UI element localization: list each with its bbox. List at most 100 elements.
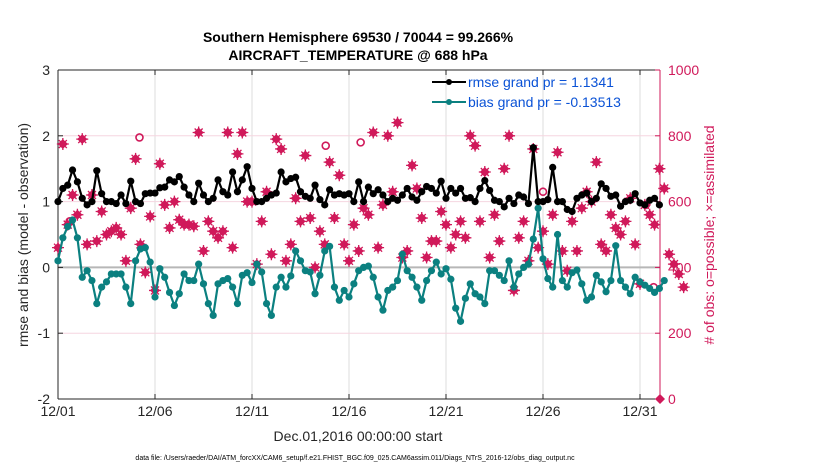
obs-assimilated-marker: [459, 231, 472, 244]
rmse-point: [88, 198, 96, 206]
bias-point: [102, 278, 111, 286]
bias-point: [500, 276, 508, 285]
obs-assimilated-marker: [270, 133, 283, 146]
obs-assimilated-marker: [483, 251, 496, 264]
obs-assimilated-marker: [677, 281, 690, 294]
obs-assimilated-marker: [600, 244, 613, 257]
obs-assimilated-marker: [464, 129, 477, 142]
rmse-point: [151, 189, 159, 197]
obs-possible-marker: [321, 141, 331, 150]
bias-point: [621, 283, 630, 291]
bias-point: [132, 257, 140, 265]
obs-assimilated-marker: [187, 220, 200, 233]
rmse-point: [442, 194, 450, 202]
bias-point: [660, 276, 668, 285]
obs-assimilated-marker: [139, 266, 152, 279]
bias-point: [287, 272, 295, 280]
bias-point: [326, 242, 334, 250]
x-tick-label: 12/06: [137, 403, 172, 419]
bias-point: [156, 265, 164, 273]
rmse-point: [568, 207, 576, 216]
obs-assimilated-marker: [144, 210, 157, 223]
rmse-point: [369, 190, 377, 198]
chart-title: Southern Hemisphere 69530 / 70044 = 99.2…: [203, 29, 514, 45]
bias-point: [612, 242, 620, 250]
bias-point: [447, 275, 455, 283]
bias-point: [592, 271, 600, 279]
obs-assimilated-marker: [604, 208, 617, 221]
obs-assimilated-marker: [663, 248, 676, 261]
obs-assimilated-marker: [420, 251, 433, 264]
rmse-point: [510, 199, 518, 208]
rmse-point: [127, 177, 135, 185]
obs-assimilated-marker: [207, 225, 220, 238]
rmse-point: [112, 199, 120, 208]
obs-assimilated-marker: [192, 126, 205, 139]
obs-assimilated-marker: [212, 231, 225, 244]
obs-assimilated-marker: [493, 235, 506, 248]
obs-assimilated-marker: [333, 169, 346, 182]
bias-point: [374, 293, 382, 301]
obs-assimilated-marker: [275, 142, 288, 155]
rmse-point: [437, 177, 445, 185]
rmse-point: [359, 198, 368, 206]
rmse-point: [195, 179, 203, 187]
bias-point: [617, 276, 625, 285]
rmse-point: [447, 184, 455, 193]
rmse-point: [277, 168, 285, 176]
y-right-tick-label: 600: [668, 194, 692, 210]
y-right-tick-label: 1000: [668, 62, 699, 78]
obs-assimilated-marker: [289, 192, 302, 205]
obs-assimilated-marker: [655, 394, 665, 404]
rmse-point: [592, 194, 600, 202]
bias-point: [481, 299, 489, 308]
grid: [58, 70, 660, 399]
rmse-point: [617, 202, 625, 210]
obs-assimilated-marker: [449, 228, 462, 241]
obs-assimilated-marker: [216, 225, 229, 238]
bias-point: [209, 311, 217, 320]
rmse-point: [398, 191, 406, 199]
x-tick-label: 12/31: [622, 403, 657, 419]
obs-assimilated-marker: [372, 241, 385, 254]
rmse-point: [558, 198, 567, 206]
rmse-point: [117, 191, 125, 199]
obs-assimilated-marker: [357, 202, 370, 215]
legend-rmse-marker: [446, 79, 452, 85]
bias-point: [248, 278, 256, 287]
bias-point: [437, 270, 445, 278]
obs-assimilated-marker: [498, 162, 511, 175]
rmse-point: [612, 191, 620, 199]
obs-assimilated-marker: [158, 198, 171, 211]
x-tick-label: 12/11: [235, 403, 269, 419]
obs-assimilated-marker: [71, 208, 84, 221]
bias-point: [141, 244, 149, 252]
bias-point: [277, 273, 285, 281]
obs-assimilated-marker: [119, 254, 132, 267]
bias-point: [292, 247, 300, 255]
obs-assimilated-marker: [517, 215, 530, 228]
obs-assimilated-marker: [255, 215, 268, 228]
bias-point: [122, 283, 130, 291]
x-tick-label: 12/16: [331, 403, 366, 419]
rmse-point: [224, 191, 232, 199]
bias-point: [73, 234, 81, 242]
obs-assimilated-marker: [265, 248, 278, 261]
bias-point: [335, 296, 343, 304]
bias-point: [553, 230, 562, 239]
bias-point: [54, 257, 62, 265]
rmse-point: [316, 196, 324, 204]
bias-point: [272, 283, 280, 291]
rmse-point: [393, 196, 402, 204]
bias-point: [78, 273, 86, 281]
bias-point: [93, 299, 101, 308]
rmse-point: [93, 167, 101, 175]
rmse-point: [73, 178, 81, 186]
bias-point: [146, 258, 154, 266]
bias-point: [558, 276, 567, 285]
obs-assimilated-marker: [478, 165, 491, 178]
obs-assimilated-marker: [469, 139, 482, 152]
rmse-point: [418, 188, 426, 196]
legend-bias-marker: [446, 99, 452, 105]
